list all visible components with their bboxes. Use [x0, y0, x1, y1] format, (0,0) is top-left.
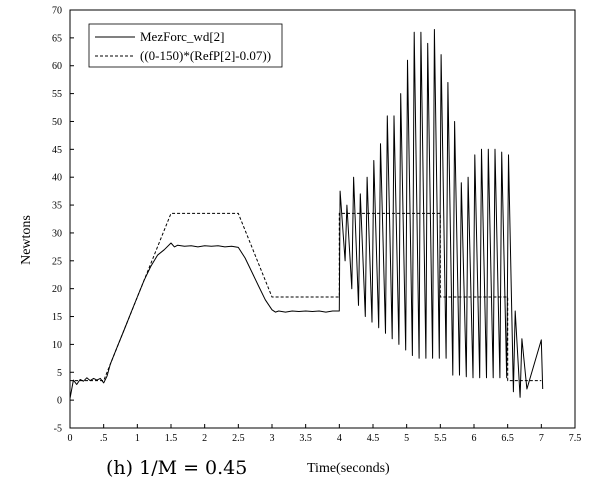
y-tick-label: 35 [52, 201, 62, 212]
y-tick-label: 50 [52, 117, 62, 128]
y-tick-label: 70 [52, 6, 62, 17]
y-tick-label: 0 [57, 396, 62, 407]
x-tick-label: 7 [539, 433, 544, 444]
y-tick-label: 40 [52, 173, 62, 184]
x-axis-label: Time(seconds) [307, 461, 390, 476]
y-tick-label: 60 [52, 61, 62, 72]
x-tick-label: 0 [68, 433, 73, 444]
x-tick-label: 1.5 [165, 433, 178, 444]
y-tick-label: 45 [52, 145, 62, 156]
y-tick-labels: -5 0 5 10 15 20 25 30 35 40 45 50 55 60 65 70 [52, 6, 62, 435]
x-tick-label: 5 [404, 433, 409, 444]
y-tick-label: 25 [52, 256, 62, 267]
y-tick-label: 10 [52, 340, 62, 351]
figure-caption: (h) 1/M = 0.45 [106, 457, 247, 479]
x-tick-label: .5 [100, 433, 108, 444]
x-tick-label: 4 [337, 433, 342, 444]
x-tick-label: 7.5 [569, 433, 582, 444]
y-tick-label: 65 [52, 33, 62, 44]
x-tick-label: 3 [270, 433, 275, 444]
legend: MezForc_wd[2] ((0-150)*(RefP[2]-0.07)) [88, 23, 283, 68]
y-tick-label: 15 [52, 312, 62, 323]
x-tick-label: 6 [472, 433, 477, 444]
x-tick-label: 6.5 [501, 433, 514, 444]
legend-label-series-2: ((0-150)*(RefP[2]-0.07)) [140, 48, 271, 63]
series-lines [69, 29, 544, 399]
axis-ticks [69, 9, 576, 429]
x-tick-labels: 0 .5 1 1.5 2 2.5 3 3.5 4 4.5 5 5.5 6 6.5 7 7.5 [68, 433, 582, 444]
x-tick-label: 2 [202, 433, 207, 444]
y-tick-label: 5 [57, 368, 62, 379]
y-tick-label: 30 [52, 228, 62, 239]
y-tick-label: 20 [52, 284, 62, 295]
x-tick-label: 1 [135, 433, 140, 444]
x-tick-label: 5.5 [434, 433, 447, 444]
y-tick-label: -5 [54, 424, 62, 435]
y-axis-label: Newtons [19, 215, 34, 265]
plot-frame [69, 9, 576, 429]
legend-label-series-1: MezForc_wd[2] [140, 29, 224, 44]
x-tick-label: 3.5 [299, 433, 312, 444]
x-tick-label: 4.5 [367, 433, 380, 444]
y-tick-label: 55 [52, 89, 62, 100]
legend-box [88, 23, 283, 68]
x-tick-label: 2.5 [232, 433, 245, 444]
series-measured-line [69, 29, 544, 399]
